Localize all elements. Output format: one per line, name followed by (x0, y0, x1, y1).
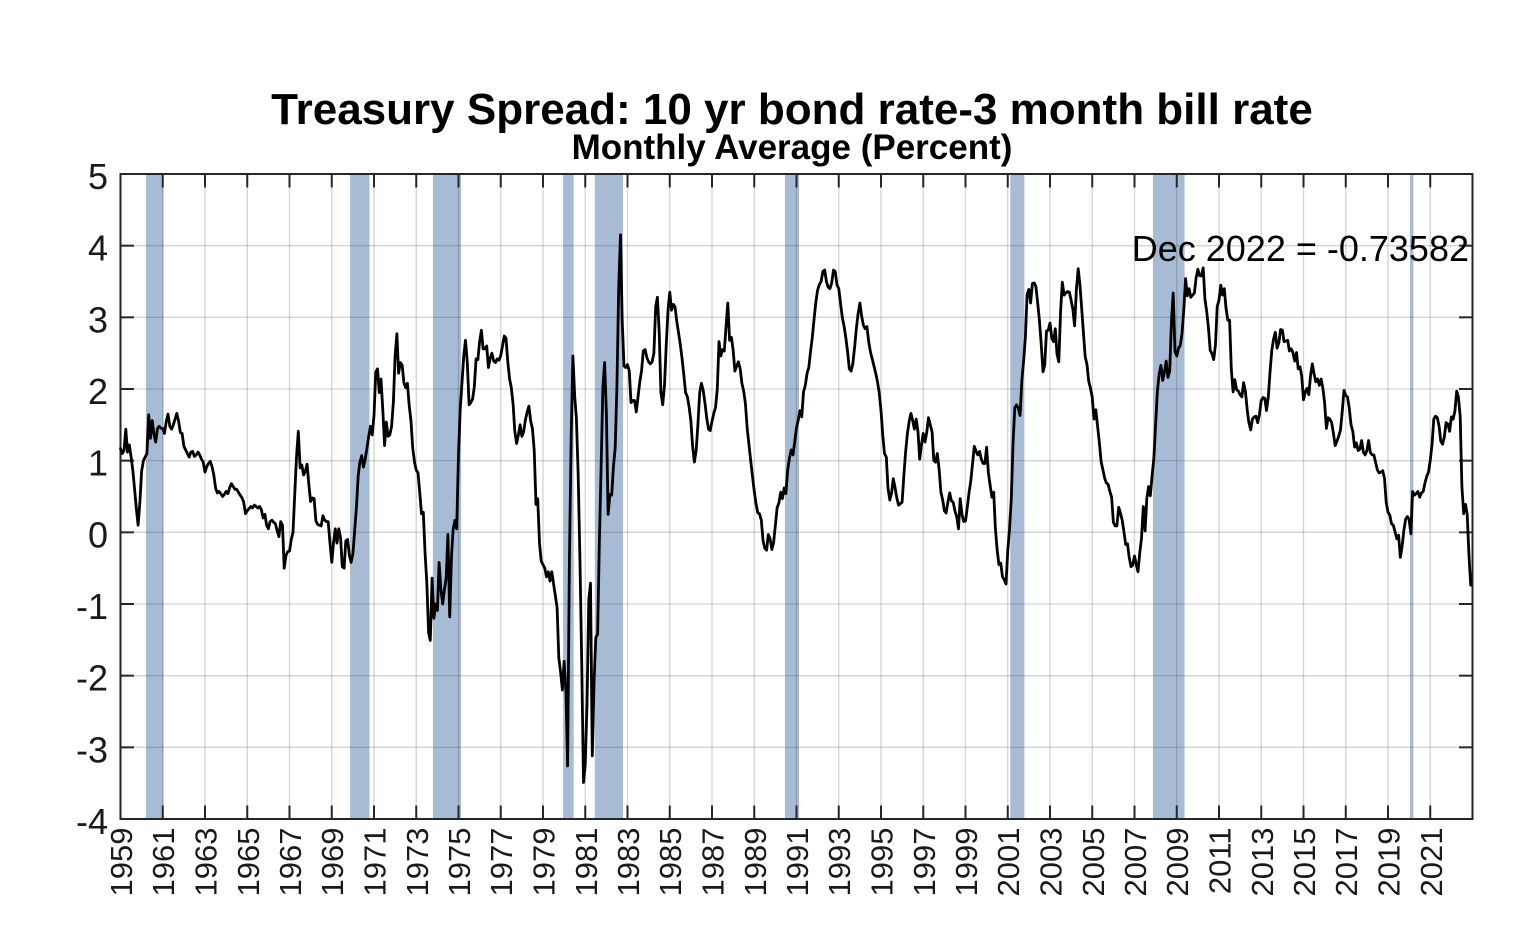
svg-text:1993: 1993 (822, 828, 857, 897)
svg-text:1995: 1995 (865, 828, 900, 897)
svg-text:1979: 1979 (527, 828, 562, 897)
svg-text:-4: -4 (76, 801, 108, 842)
svg-text:2019: 2019 (1372, 828, 1407, 897)
svg-text:1965: 1965 (231, 828, 266, 897)
svg-text:1969: 1969 (315, 828, 350, 897)
svg-text:0: 0 (88, 514, 108, 555)
svg-text:2009: 2009 (1160, 828, 1195, 897)
svg-text:2013: 2013 (1245, 828, 1280, 897)
svg-text:1961: 1961 (146, 828, 181, 897)
svg-text:1963: 1963 (189, 828, 224, 897)
svg-text:2007: 2007 (1118, 828, 1153, 897)
svg-text:1991: 1991 (780, 828, 815, 897)
svg-text:2017: 2017 (1329, 828, 1364, 897)
svg-text:2015: 2015 (1287, 828, 1322, 897)
svg-text:1971: 1971 (358, 828, 393, 897)
svg-text:-1: -1 (76, 586, 108, 627)
svg-text:Treasury Spread: 10 yr bond ra: Treasury Spread: 10 yr bond rate-3 month… (271, 85, 1313, 134)
svg-text:1967: 1967 (273, 828, 308, 897)
svg-text:-2: -2 (76, 658, 108, 699)
svg-text:1997: 1997 (907, 828, 942, 897)
svg-text:2005: 2005 (1076, 828, 1111, 897)
svg-text:2: 2 (88, 371, 108, 412)
svg-text:1987: 1987 (696, 828, 731, 897)
svg-text:2003: 2003 (1034, 828, 1069, 897)
svg-text:3: 3 (88, 299, 108, 340)
svg-text:1985: 1985 (653, 828, 688, 897)
svg-text:2021: 2021 (1414, 828, 1449, 897)
svg-text:1975: 1975 (442, 828, 477, 897)
svg-text:1983: 1983 (611, 828, 646, 897)
svg-text:4: 4 (88, 228, 108, 269)
svg-text:5: 5 (88, 156, 108, 197)
svg-text:1959: 1959 (104, 828, 139, 897)
svg-text:Dec 2022 = -0.73582: Dec 2022 = -0.73582 (1132, 228, 1469, 269)
svg-text:1981: 1981 (569, 828, 604, 897)
svg-text:1: 1 (88, 443, 108, 484)
svg-text:1989: 1989 (738, 828, 773, 897)
svg-text:Monthly Average (Percent): Monthly Average (Percent) (572, 128, 1013, 167)
svg-text:1999: 1999 (949, 828, 984, 897)
svg-text:1977: 1977 (484, 828, 519, 897)
svg-text:2001: 2001 (991, 827, 1026, 896)
svg-text:-3: -3 (76, 729, 108, 770)
svg-text:1973: 1973 (400, 828, 435, 897)
svg-text:2011: 2011 (1203, 828, 1238, 895)
